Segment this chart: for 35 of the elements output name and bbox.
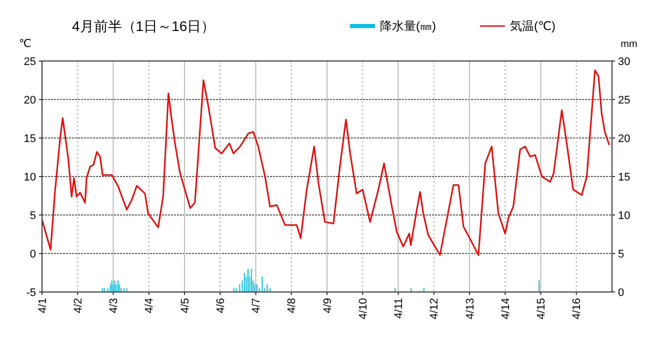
y-axis-title: ℃ [18,38,32,50]
x-tick-label: 4/5 [179,298,192,314]
y2-tick-label: 20 [618,132,630,145]
y-tick-label: 0 [30,248,36,260]
legend-label: 降水量(㎜) [380,19,436,34]
x-tick-label: 4/14 [500,298,512,320]
legend-label: 気温(℃) [510,19,556,34]
y-tick-label: 5 [30,210,36,222]
x-tick-label: 4/6 [214,298,227,314]
x-tick-label: 4/2 [72,298,84,314]
y2-tick-label: 25 [618,94,630,106]
chart-title: 4月前半（1日～16日） [72,18,216,34]
x-tick-label: 4/8 [286,298,298,314]
y-tick-label: 15 [24,132,36,145]
y-tick-label: -5 [26,286,36,299]
x-tick-label: 4/10 [357,298,370,320]
x-tick-label: 4/11 [393,298,406,319]
x-tick-label: 4/3 [108,298,120,314]
x-tick-label: 4/12 [428,298,441,320]
x-tick-label: 4/7 [250,298,263,314]
y2-tick-label: 0 [618,286,624,299]
x-tick-label: 4/4 [144,298,156,314]
x-tick-label: 4/1 [36,298,49,314]
x-tick-label: 4/13 [464,298,476,320]
y2-tick-label: 15 [618,171,630,184]
x-tick-label: 4/15 [536,298,548,320]
y2-tick-label: 10 [618,210,630,222]
y-tick-label: 20 [24,94,36,106]
y-tick-label: 10 [24,171,36,184]
x-tick-label: 4/9 [322,298,334,314]
y2-axis-title: mm [620,39,638,50]
y2-tick-label: 5 [618,248,624,260]
y2-tick-label: 30 [618,56,630,68]
y-tick-label: 25 [24,56,36,68]
x-tick-label: 4/16 [571,298,584,320]
